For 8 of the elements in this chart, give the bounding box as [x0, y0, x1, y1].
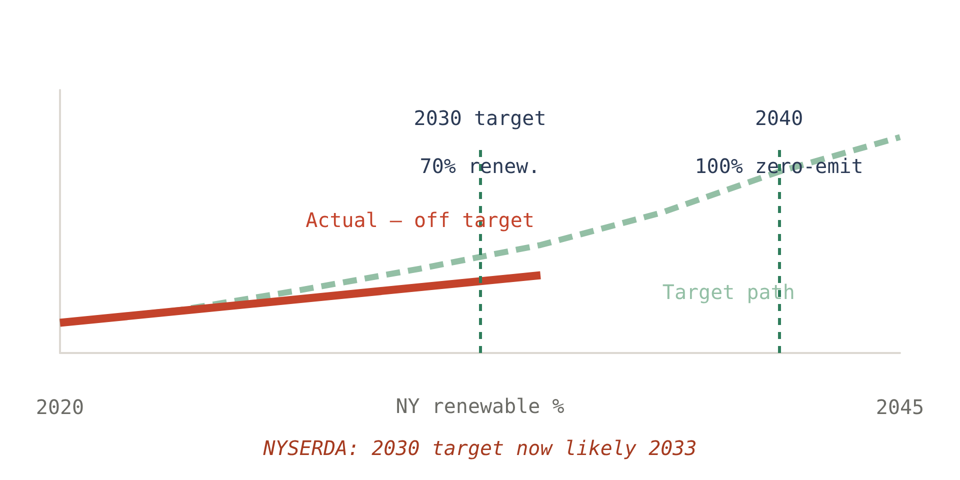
text: Actual — off target: [306, 208, 534, 232]
text: 2040 100% zero-emit: [694, 106, 864, 178]
text: Target path: [662, 280, 795, 304]
text: 2030 target 70% renew.: [414, 106, 546, 178]
x-axis-title: NY renewable %: [396, 394, 564, 418]
x-tick-label: 2045: [876, 395, 924, 419]
text: NYSERDA: 2030 target now likely 2033: [262, 436, 697, 460]
x-tick-label: 2020: [36, 395, 84, 419]
